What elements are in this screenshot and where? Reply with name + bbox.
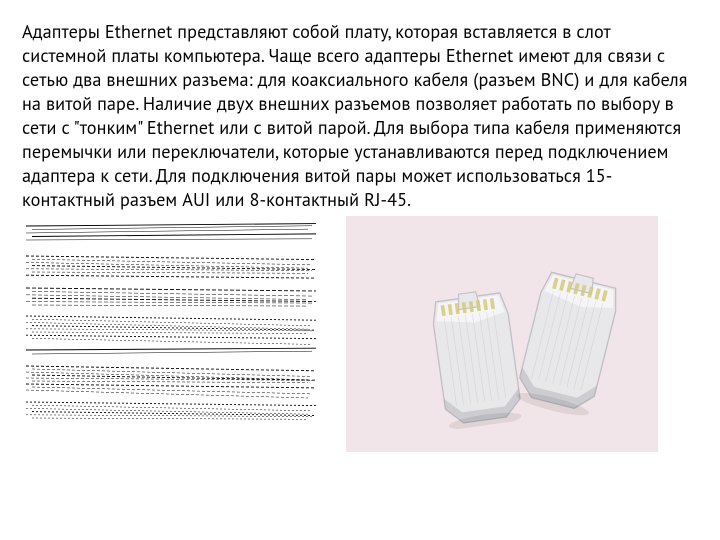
images-row <box>22 216 698 452</box>
twisted-pair-diagram <box>22 216 322 426</box>
rj45-photo <box>346 216 658 452</box>
main-paragraph: Адаптеры Ethernet представляют собой пла… <box>22 20 698 212</box>
